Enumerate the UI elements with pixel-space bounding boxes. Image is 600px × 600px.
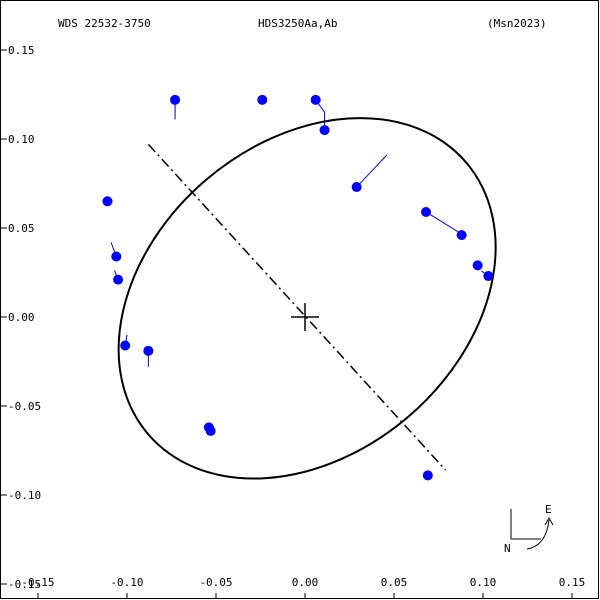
y-tick-label: -0.10 xyxy=(8,489,41,502)
observation-point xyxy=(351,182,362,193)
compass-north-label: N xyxy=(504,542,511,555)
observation-point xyxy=(310,94,321,105)
x-tick-label: 0.15 xyxy=(559,576,586,589)
x-tick-label: 0.10 xyxy=(470,576,497,589)
observation-point xyxy=(170,94,181,105)
observation-point xyxy=(319,125,330,136)
center-marker xyxy=(291,303,319,331)
observation-points xyxy=(102,94,494,481)
observation-point xyxy=(102,196,113,207)
observation-point xyxy=(483,271,494,282)
x-tick-label: 0.00 xyxy=(292,576,319,589)
x-tick-label: -0.05 xyxy=(199,576,232,589)
residual-line xyxy=(356,154,388,188)
observation-point xyxy=(113,274,124,285)
compass-axes xyxy=(510,509,541,540)
residual-line xyxy=(425,211,464,236)
observation-point xyxy=(205,425,216,436)
compass-arrowhead xyxy=(544,516,554,526)
y-tick-label: 0.00 xyxy=(8,311,35,324)
observation-point xyxy=(120,340,131,351)
observation-point xyxy=(472,260,483,271)
compass-east-label: E xyxy=(545,503,552,516)
observation-point xyxy=(421,206,432,217)
header-reference: (Msn2023) xyxy=(487,17,547,30)
observation-point xyxy=(143,345,154,356)
y-tick-label: 0.05 xyxy=(8,222,35,235)
x-tick-label: -0.10 xyxy=(110,576,143,589)
x-tick-label: -0.15 xyxy=(21,576,54,589)
observation-point xyxy=(257,94,268,105)
observation-point xyxy=(456,230,467,241)
header-system-name: HDS3250Aa,Ab xyxy=(258,17,337,30)
orbit-layer xyxy=(117,117,497,480)
compass-arrow xyxy=(526,519,550,550)
line-of-nodes xyxy=(147,143,447,471)
observation-point xyxy=(422,470,433,481)
y-tick-label: 0.10 xyxy=(8,133,35,146)
axes: -0.15 -0.10 -0.05 0.00 0.05 0.10 0.15 0.15 0.10 0… xyxy=(1,44,585,599)
header-wds-id: WDS 22532-3750 xyxy=(58,17,151,30)
orbit-ellipse xyxy=(117,117,497,480)
compass: E N xyxy=(504,503,554,555)
y-tick-label: -0.05 xyxy=(8,400,41,413)
observation-point xyxy=(111,251,122,262)
y-tick-label: 0.15 xyxy=(8,44,35,57)
x-tick-label: 0.05 xyxy=(381,576,408,589)
y-tick-label: -0.15 xyxy=(8,578,41,591)
